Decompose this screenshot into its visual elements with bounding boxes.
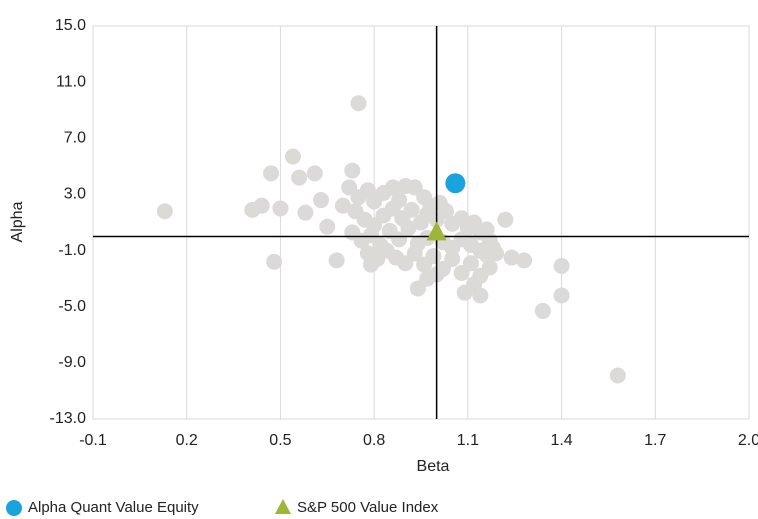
y-tick-label: 15.0 bbox=[55, 17, 86, 34]
point bbox=[156, 203, 173, 220]
point bbox=[334, 197, 351, 214]
point bbox=[553, 258, 570, 275]
point bbox=[425, 248, 442, 265]
point bbox=[553, 287, 570, 304]
y-tick-label: -1.0 bbox=[58, 242, 86, 259]
x-tick-label: 1.1 bbox=[457, 432, 479, 449]
point bbox=[497, 211, 514, 228]
x-tick-label: -0.1 bbox=[79, 432, 107, 449]
point bbox=[344, 162, 361, 179]
legend-label: Alpha Quant Value Equity bbox=[28, 499, 199, 516]
point bbox=[284, 148, 301, 165]
point bbox=[503, 249, 520, 266]
point bbox=[516, 252, 533, 269]
point bbox=[291, 169, 308, 186]
y-tick-label: -13.0 bbox=[50, 410, 87, 427]
point bbox=[466, 276, 483, 293]
point bbox=[319, 218, 336, 235]
point bbox=[431, 194, 448, 211]
point bbox=[462, 255, 479, 272]
y-tick-label: 11.0 bbox=[56, 73, 86, 90]
y-tick-label: -9.0 bbox=[58, 354, 86, 371]
x-tick-label: 0.2 bbox=[176, 432, 198, 449]
legend-swatch bbox=[6, 500, 22, 516]
x-tick-label: 2.0 bbox=[738, 432, 758, 449]
y-axis-label: Alpha bbox=[9, 201, 26, 242]
x-tick-label: 1.4 bbox=[550, 432, 572, 449]
point bbox=[263, 165, 280, 182]
point bbox=[384, 179, 401, 196]
plot-border bbox=[92, 25, 750, 420]
point bbox=[272, 200, 289, 217]
x-tick-label: 1.7 bbox=[644, 432, 666, 449]
point bbox=[363, 256, 380, 273]
legend-swatch bbox=[275, 499, 291, 514]
point bbox=[391, 231, 408, 248]
point bbox=[484, 239, 501, 256]
point bbox=[391, 192, 408, 209]
point bbox=[297, 204, 314, 221]
point bbox=[426, 221, 447, 241]
point bbox=[444, 250, 461, 267]
legend-label: S&P 500 Value Index bbox=[297, 499, 439, 516]
point bbox=[400, 220, 417, 237]
point bbox=[266, 253, 283, 270]
point bbox=[253, 197, 270, 214]
point bbox=[481, 259, 498, 276]
point bbox=[445, 173, 466, 194]
legend: Alpha Quant Value Equity S&P 500 Value In… bbox=[6, 499, 439, 516]
point bbox=[306, 165, 323, 182]
x-tick-label: 0.8 bbox=[363, 432, 385, 449]
point bbox=[406, 245, 423, 262]
point bbox=[534, 302, 551, 319]
point bbox=[609, 367, 626, 384]
y-tick-label: -5.0 bbox=[58, 298, 86, 315]
y-tick-label: 7.0 bbox=[64, 130, 86, 147]
point bbox=[313, 192, 330, 209]
point bbox=[328, 252, 345, 269]
y-tick-label: 3.0 bbox=[64, 186, 86, 203]
x-axis-label: Beta bbox=[417, 458, 450, 475]
x-tick-label: 0.5 bbox=[269, 432, 291, 449]
point bbox=[403, 201, 420, 218]
point bbox=[350, 95, 367, 112]
